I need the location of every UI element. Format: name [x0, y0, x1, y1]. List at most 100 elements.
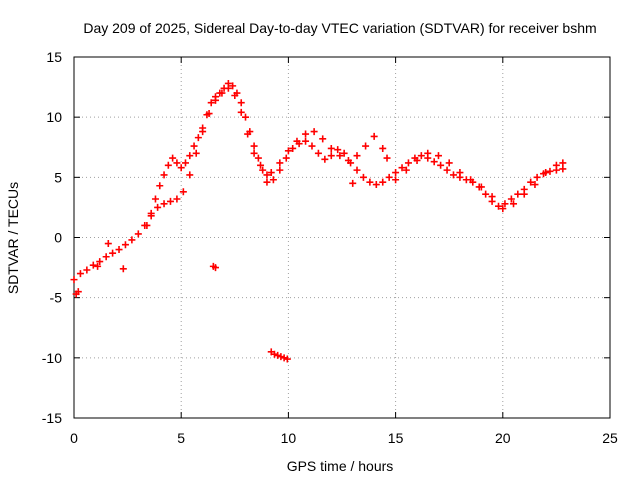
data-point: [533, 173, 541, 181]
data-point: [151, 195, 159, 203]
data-point: [424, 149, 432, 157]
data-point: [169, 154, 177, 162]
grid-layer: [74, 57, 610, 418]
data-point: [495, 202, 503, 210]
data-point: [437, 161, 445, 169]
data-point: [310, 128, 318, 136]
data-point: [96, 258, 104, 266]
data-point: [383, 154, 391, 162]
data-point: [147, 209, 155, 217]
data-point: [94, 262, 102, 270]
y-tick-label: 5: [54, 169, 62, 185]
data-point: [398, 164, 406, 172]
data-point: [392, 169, 400, 177]
axes-layer: 0 5 10 15 20 25 -15 -10 -5 0 5 10 15: [42, 49, 618, 446]
data-point: [284, 147, 292, 155]
data-point: [192, 149, 200, 157]
data-point: [302, 137, 310, 145]
data-point: [203, 111, 211, 119]
data-point: [327, 144, 335, 152]
data-point: [499, 205, 507, 213]
data-point: [445, 159, 453, 167]
data-point: [263, 171, 271, 179]
data-point: [514, 190, 522, 198]
data-point: [359, 173, 367, 181]
data-point: [274, 351, 282, 359]
data-point: [250, 149, 258, 157]
data-point: [276, 159, 284, 167]
data-point: [194, 134, 202, 142]
data-point: [237, 108, 245, 116]
data-point: [402, 166, 410, 174]
data-point: [143, 221, 151, 229]
series-track-c: [267, 128, 391, 177]
data-point: [353, 152, 361, 160]
data-point: [314, 149, 322, 157]
data-point: [160, 200, 168, 208]
data-point: [482, 190, 490, 198]
data-point: [430, 158, 438, 166]
x-tick-label: 0: [70, 430, 78, 446]
data-point: [156, 182, 164, 190]
data-point: [488, 193, 496, 201]
x-tick-label: 5: [177, 430, 185, 446]
data-point: [207, 99, 215, 107]
data-point: [302, 130, 310, 138]
data-point: [477, 183, 485, 191]
data-point: [546, 167, 554, 175]
data-point: [134, 230, 142, 238]
data-point: [242, 113, 250, 121]
data-point: [385, 173, 393, 181]
data-point: [327, 152, 335, 160]
y-axis-label: SDTVAR / TECUs: [5, 182, 21, 294]
data-point: [164, 161, 172, 169]
data-point: [449, 171, 457, 179]
data-point: [154, 203, 162, 211]
data-point: [177, 164, 185, 172]
data-point: [89, 261, 97, 269]
data-point: [160, 171, 168, 179]
points-layer: [70, 79, 567, 363]
data-point: [237, 99, 245, 107]
data-point: [186, 152, 194, 160]
data-point: [392, 176, 400, 184]
data-point: [263, 178, 271, 186]
data-point: [417, 152, 425, 160]
data-point: [413, 156, 421, 164]
y-tick-label: -5: [50, 290, 63, 306]
data-point: [186, 171, 194, 179]
y-tick-label: -10: [42, 350, 62, 366]
data-point: [119, 265, 127, 273]
data-point: [212, 93, 220, 101]
series-track-d: [392, 149, 567, 213]
x-tick-label: 20: [495, 430, 511, 446]
data-point: [76, 270, 84, 278]
data-point: [104, 240, 112, 248]
data-point: [434, 152, 442, 160]
data-point: [224, 79, 232, 87]
data-point: [283, 355, 291, 363]
data-point: [467, 176, 475, 184]
data-point: [229, 82, 237, 90]
data-point: [340, 149, 348, 157]
data-point: [270, 350, 278, 358]
y-tick-label: 15: [46, 49, 62, 65]
data-point: [199, 124, 207, 132]
data-point: [282, 154, 290, 162]
data-point: [102, 253, 110, 261]
x-tick-label: 25: [602, 430, 618, 446]
data-point: [510, 200, 518, 208]
data-point: [216, 89, 224, 97]
data-point: [559, 159, 567, 167]
data-point: [293, 137, 301, 145]
data-point: [552, 161, 560, 169]
data-point: [173, 159, 181, 167]
data-point: [372, 181, 380, 189]
data-point: [70, 276, 78, 284]
data-point: [349, 179, 357, 187]
y-tick-label: 0: [54, 230, 62, 246]
data-point: [121, 241, 129, 249]
data-point: [353, 166, 361, 174]
data-point: [366, 178, 374, 186]
